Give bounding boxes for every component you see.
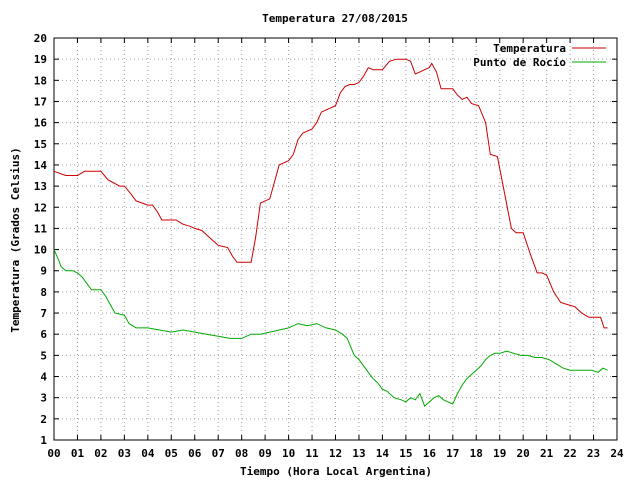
y-tick-label: 6 xyxy=(40,328,47,341)
x-tick-label: 02 xyxy=(94,447,107,460)
y-tick-label: 15 xyxy=(34,138,47,151)
x-tick-label: 11 xyxy=(305,447,319,460)
y-tick-label: 11 xyxy=(34,222,48,235)
x-tick-label: 05 xyxy=(165,447,178,460)
x-tick-label: 23 xyxy=(587,447,600,460)
x-tick-label: 15 xyxy=(399,447,412,460)
grid-lines xyxy=(54,38,617,440)
y-tick-label: 1 xyxy=(40,434,47,447)
series-lines xyxy=(53,58,608,407)
y-tick-label: 13 xyxy=(34,180,47,193)
x-tick-label: 21 xyxy=(540,447,554,460)
x-axis-ticks: 00 01 02 03 04 05 06 07 08 09 10 11 12 13 14 15 16 17 18 19… xyxy=(47,38,624,460)
x-tick-label: 18 xyxy=(470,447,483,460)
y-tick-label: 5 xyxy=(40,349,47,362)
y-tick-label: 18 xyxy=(34,74,47,87)
y-tick-label: 9 xyxy=(40,265,47,278)
chart-title: Temperatura 27/08/2015 xyxy=(262,12,408,25)
x-tick-label: 14 xyxy=(376,447,390,460)
x-tick-label: 13 xyxy=(352,447,365,460)
y-tick-label: 19 xyxy=(34,53,47,66)
x-tick-label: 01 xyxy=(71,447,85,460)
y-tick-label: 4 xyxy=(40,371,47,384)
y-tick-label: 16 xyxy=(34,117,48,130)
x-tick-label: 08 xyxy=(235,447,248,460)
x-tick-label: 17 xyxy=(446,447,459,460)
x-tick-label: 16 xyxy=(423,447,437,460)
x-tick-label: 06 xyxy=(188,447,202,460)
x-tick-label: 12 xyxy=(329,447,342,460)
y-tick-label: 10 xyxy=(34,244,47,257)
y-tick-label: 8 xyxy=(40,286,47,299)
series-line-temperatura xyxy=(53,58,608,329)
x-tick-label: 00 xyxy=(47,447,60,460)
x-tick-label: 03 xyxy=(118,447,131,460)
legend-label: Punto de Rocío xyxy=(473,56,566,69)
x-tick-label: 09 xyxy=(259,447,272,460)
x-tick-label: 24 xyxy=(610,447,624,460)
y-tick-label: 3 xyxy=(40,392,47,405)
x-tick-label: 19 xyxy=(493,447,506,460)
y-tick-label: 2 xyxy=(40,413,47,426)
x-tick-label: 10 xyxy=(282,447,295,460)
y-tick-label: 7 xyxy=(40,307,47,320)
y-axis-label: Temperatura (Grados Celsius) xyxy=(9,147,22,332)
y-tick-label: 17 xyxy=(34,95,47,108)
x-tick-label: 07 xyxy=(212,447,225,460)
x-tick-label: 04 xyxy=(141,447,155,460)
series-line-punto-de-rocio xyxy=(53,249,608,407)
x-tick-label: 20 xyxy=(517,447,530,460)
y-tick-label: 20 xyxy=(34,32,47,45)
y-tick-label: 12 xyxy=(34,201,47,214)
legend-label: Temperatura xyxy=(493,42,566,55)
x-axis-label: Tiempo (Hora Local Argentina) xyxy=(240,465,432,478)
x-tick-label: 22 xyxy=(563,447,576,460)
y-tick-label: 14 xyxy=(34,159,48,172)
